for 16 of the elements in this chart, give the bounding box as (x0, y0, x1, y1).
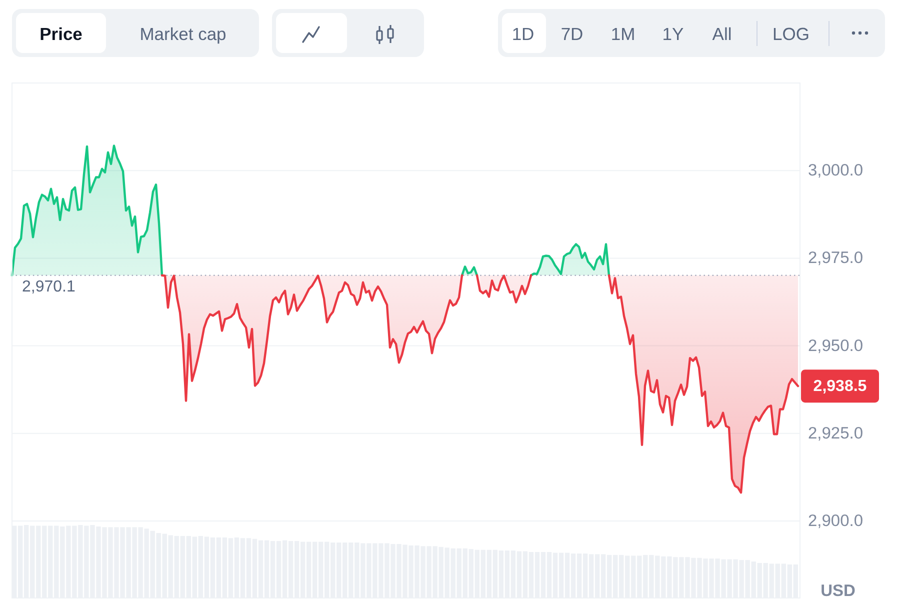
text: 1Y (662, 24, 684, 44)
text: 7D (560, 24, 584, 44)
y-tick-label: 2,950.0 (808, 336, 864, 355)
text: All (712, 24, 732, 44)
y-tick-label: 2,925.0 (808, 424, 864, 442)
text: Market cap (140, 24, 226, 44)
y-tick-label: 3,000.0 (808, 162, 864, 180)
y-tick-label: 2,975.0 (808, 249, 864, 268)
text: 2,938.5 (813, 378, 867, 395)
y-tick-label: 2,900.0 (808, 512, 864, 530)
ref-line-label: 2,970.1 (22, 278, 76, 295)
text: Price (40, 24, 83, 44)
y-axis-title: USD (820, 582, 856, 600)
text: 1M (610, 24, 636, 44)
text: LOG (772, 24, 810, 44)
text: 1D (512, 24, 534, 44)
